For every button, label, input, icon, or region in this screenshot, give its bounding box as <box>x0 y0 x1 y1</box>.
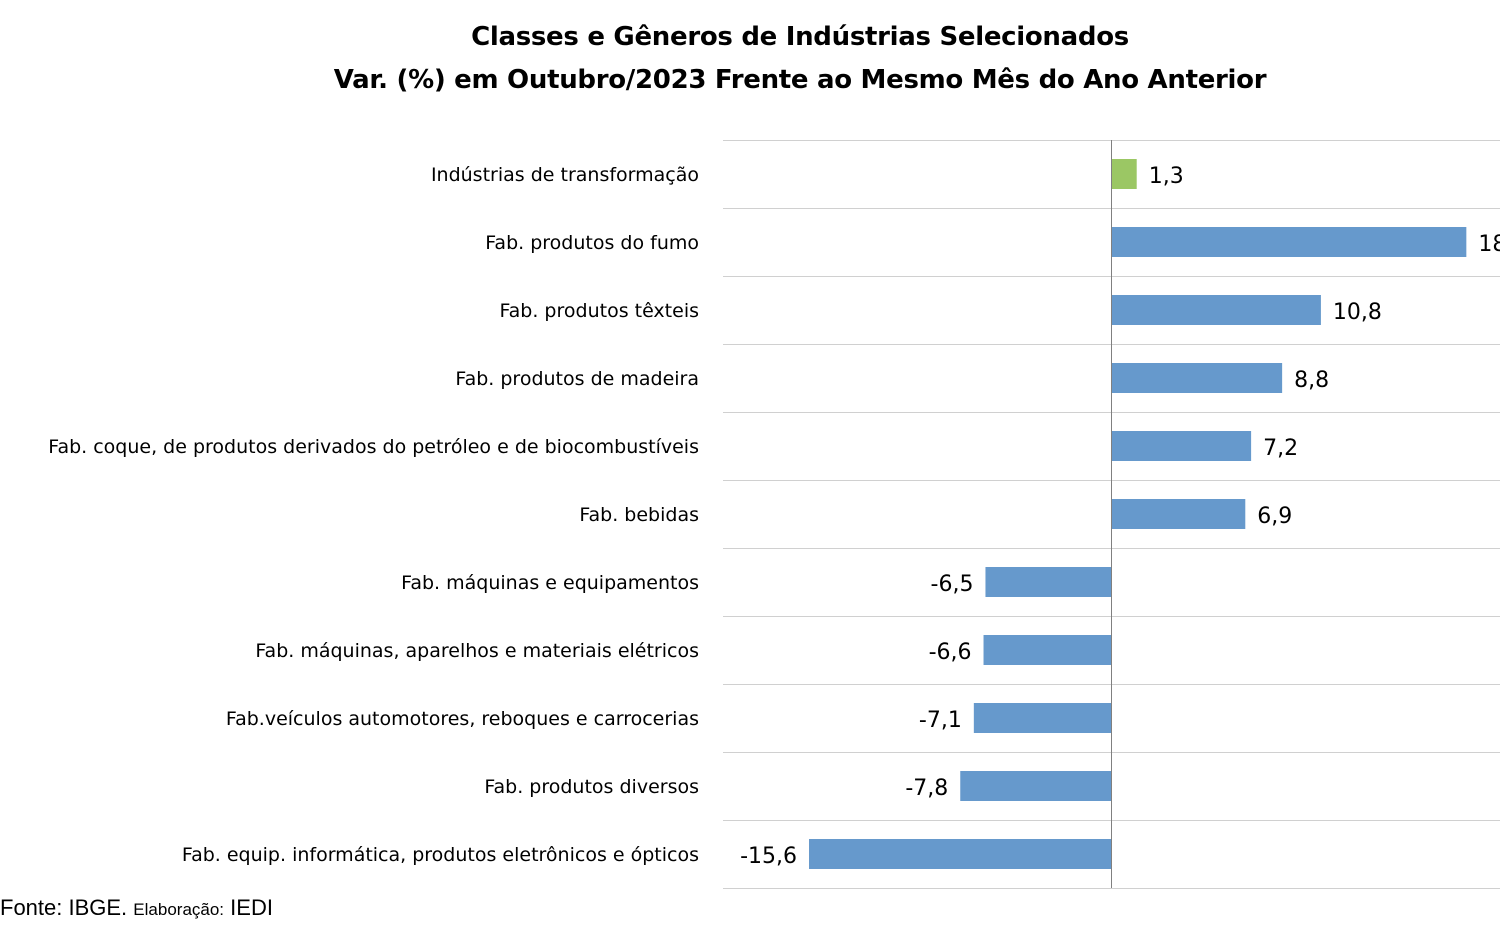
data-label: 18,3 <box>1478 232 1500 257</box>
bar <box>1111 159 1137 189</box>
bar <box>1111 227 1467 257</box>
bar <box>960 771 1112 801</box>
chart-title-line1: Classes e Gêneros de Indústrias Selecion… <box>471 22 1129 52</box>
bar <box>1111 431 1252 461</box>
data-label: 6,9 <box>1257 504 1292 529</box>
category-label: Fab. máquinas, aparelhos e materiais elé… <box>255 640 699 662</box>
bar <box>1111 295 1321 325</box>
data-label: 1,3 <box>1149 164 1184 189</box>
data-label: -7,8 <box>905 776 948 801</box>
data-label: -6,5 <box>931 572 974 597</box>
data-label: 10,8 <box>1333 300 1382 325</box>
category-label: Fab. produtos de madeira <box>455 368 699 390</box>
category-label: Fab. bebidas <box>579 504 699 526</box>
data-label: -7,1 <box>919 708 962 733</box>
data-label: -6,6 <box>929 640 972 665</box>
source-elaboracao-label: Elaboração: <box>133 900 225 919</box>
category-label: Fab. produtos do fumo <box>485 232 699 254</box>
bar <box>1111 499 1246 529</box>
category-label: Fab. produtos diversos <box>484 776 699 798</box>
category-label: Fab. máquinas e equipamentos <box>401 572 699 594</box>
bar <box>983 635 1112 665</box>
data-label: 8,8 <box>1294 368 1329 393</box>
chart-title: Classes e Gêneros de Indústrias Selecion… <box>0 16 1500 102</box>
data-label: 7,2 <box>1263 436 1298 461</box>
category-label: Indústrias de transformação <box>431 164 699 186</box>
source-fonte: Fonte: IBGE. <box>0 895 128 920</box>
source-note: Fonte: IBGE. Elaboração: IEDI <box>0 895 273 921</box>
chart-title-line2: Var. (%) em Outubro/2023 Frente ao Mesmo… <box>333 65 1267 95</box>
source-elaboracao-value: IEDI <box>230 895 273 920</box>
data-label: -15,6 <box>740 844 797 869</box>
bar <box>973 703 1112 733</box>
bar <box>809 839 1112 869</box>
bar <box>1111 363 1283 393</box>
category-label: Fab. coque, de produtos derivados do pet… <box>48 436 699 458</box>
category-label: Fab. equip. informática, produtos eletrô… <box>182 844 699 866</box>
category-label: Fab. produtos têxteis <box>499 300 699 322</box>
bar <box>985 567 1112 597</box>
category-label: Fab.veículos automotores, reboques e car… <box>226 708 699 730</box>
